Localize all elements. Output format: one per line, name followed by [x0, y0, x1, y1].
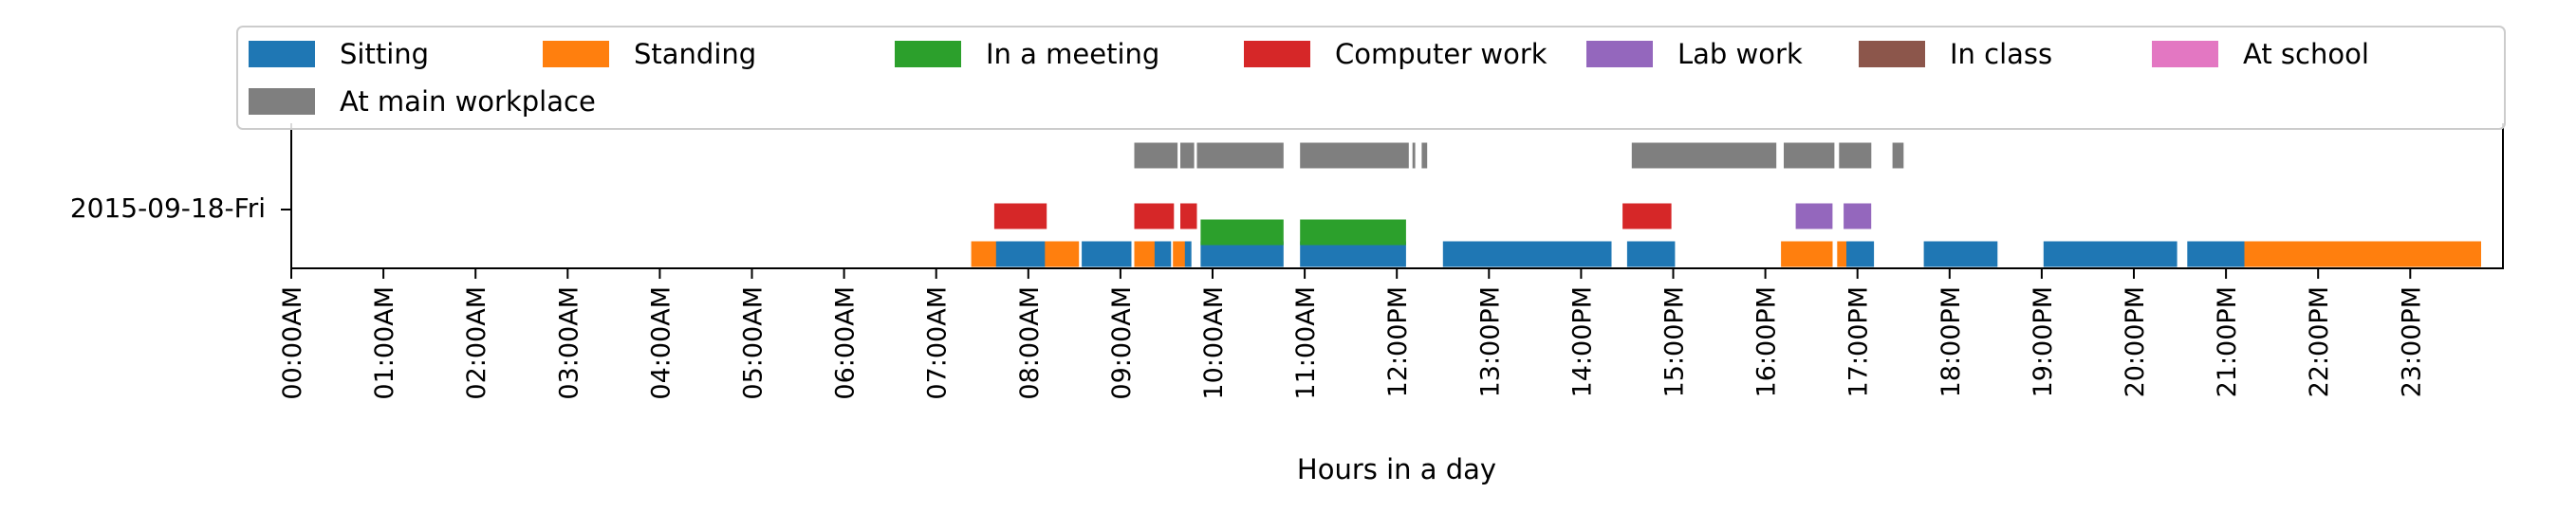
bar-in-a-meeting — [1200, 219, 1284, 246]
x-tick-label: 00:00AM — [278, 286, 307, 400]
bar-sitting — [1626, 241, 1676, 267]
legend-swatch-in-a-meeting — [895, 41, 961, 67]
x-tick-label: 19:00PM — [2029, 286, 2058, 397]
activity-bars — [971, 142, 2481, 267]
bar-computer-work — [993, 203, 1047, 229]
bar-sitting — [2043, 241, 2178, 267]
legend-label-in-class: In class — [1950, 38, 2052, 70]
bar-in-a-meeting — [1300, 219, 1406, 246]
legend-label-sitting: Sitting — [340, 38, 429, 70]
bar-sitting — [1152, 241, 1172, 267]
x-tick-label: 09:00AM — [1107, 286, 1137, 400]
x-tick-label: 17:00PM — [1844, 286, 1874, 397]
bar-sitting — [2187, 241, 2245, 267]
x-tick-label: 14:00PM — [1567, 286, 1597, 397]
x-tick-label: 20:00PM — [2121, 286, 2150, 397]
x-tick-label: 21:00PM — [2213, 286, 2242, 397]
x-tick-label: 05:00AM — [739, 286, 769, 400]
bar-sitting — [1200, 241, 1284, 267]
legend-label-computer-work: Computer work — [1335, 38, 1547, 70]
bar-standing — [2244, 241, 2481, 267]
legend-label-at-school: At school — [2243, 38, 2369, 70]
bar-at-main-workplace — [1134, 142, 1178, 169]
legend-swatch-at-school — [2152, 41, 2218, 67]
x-tick-label: 16:00PM — [1752, 286, 1782, 397]
bar-at-main-workplace — [1421, 142, 1428, 169]
x-tick-label: 13:00PM — [1475, 286, 1505, 397]
x-tick-label: 23:00PM — [2397, 286, 2426, 397]
x-tick-label: 02:00AM — [462, 286, 491, 400]
legend-frame — [236, 26, 2506, 130]
bar-computer-work — [1622, 203, 1672, 229]
bar-at-main-workplace — [1180, 142, 1195, 169]
bar-lab-work — [1795, 203, 1833, 229]
bar-standing — [1134, 241, 1155, 267]
x-tick-label: 08:00AM — [1015, 286, 1045, 400]
x-tick-label: 18:00PM — [1937, 286, 1966, 397]
legend-swatch-lab-work — [1586, 41, 1653, 67]
bar-at-main-workplace — [1631, 142, 1777, 169]
bar-sitting — [1923, 241, 1998, 267]
bar-standing — [1837, 241, 1846, 267]
x-axis-label: Hours in a day — [1297, 453, 1496, 485]
legend-swatch-at-main-workplace — [249, 88, 315, 115]
x-ticks: 00:00AM 01:00AM 02:00AM 03:00AM 04:00AM 05:00… — [278, 268, 2426, 400]
bar-standing — [1045, 241, 1080, 267]
bar-lab-work — [1844, 203, 1872, 229]
bar-sitting — [1180, 241, 1192, 267]
bar-at-main-workplace — [1892, 142, 1904, 169]
x-tick-label: 03:00AM — [554, 286, 584, 400]
bar-sitting — [1442, 241, 1612, 267]
bar-standing — [1173, 241, 1185, 267]
x-tick-label: 15:00PM — [1660, 286, 1690, 397]
legend-label-at-main-workplace: At main workplace — [340, 85, 596, 118]
x-tick-label: 11:00AM — [1291, 286, 1321, 400]
bar-sitting — [1846, 241, 1875, 267]
legend-swatch-sitting — [249, 41, 315, 67]
x-tick-label: 06:00AM — [831, 286, 861, 400]
y-tick-label: 2015-09-18-Fri — [70, 192, 266, 224]
legend: Sitting Standing In a meeting Computer work… — [236, 26, 2506, 130]
bar-sitting — [1300, 241, 1406, 267]
x-tick-label: 01:00AM — [370, 286, 399, 400]
legend-swatch-in-class — [1859, 41, 1925, 67]
bar-standing — [971, 241, 996, 267]
legend-swatch-computer-work — [1244, 41, 1310, 67]
x-tick-label: 04:00AM — [646, 286, 676, 400]
bar-sitting — [993, 241, 1047, 267]
bar-computer-work — [1180, 203, 1197, 229]
x-tick-label: 22:00PM — [2305, 286, 2334, 397]
bar-computer-work — [1134, 203, 1175, 229]
bar-at-main-workplace — [1784, 142, 1835, 169]
bar-at-main-workplace — [1412, 142, 1416, 169]
x-tick-label: 12:00PM — [1383, 286, 1413, 397]
legend-label-standing: Standing — [634, 38, 756, 70]
bar-standing — [1781, 241, 1833, 267]
bar-at-main-workplace — [1300, 142, 1409, 169]
legend-swatch-standing — [543, 41, 609, 67]
x-tick-label: 07:00AM — [923, 286, 953, 400]
legend-label-in-a-meeting: In a meeting — [986, 38, 1159, 70]
legend-label-lab-work: Lab work — [1677, 38, 1803, 70]
bar-at-main-workplace — [1196, 142, 1284, 169]
bar-at-main-workplace — [1839, 142, 1872, 169]
x-tick-label: 10:00AM — [1199, 286, 1229, 400]
bar-sitting — [1082, 241, 1132, 267]
